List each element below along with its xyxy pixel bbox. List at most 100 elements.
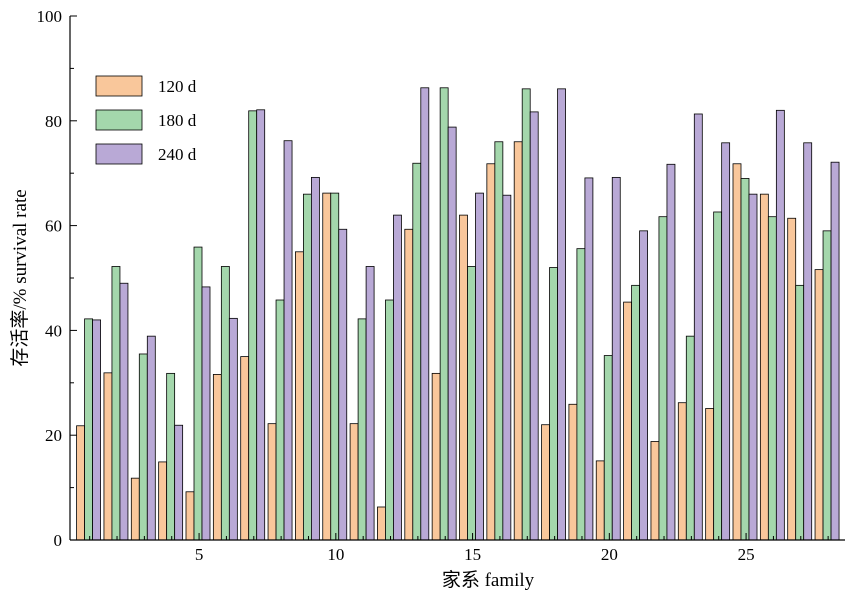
bar-240d-family-18: [557, 88, 566, 541]
bar-180d-family-11: [357, 318, 367, 541]
y-tick-label-60: 60: [45, 217, 62, 236]
y-tick-label-0: 0: [54, 531, 63, 550]
bar-180d-family-13: [412, 162, 422, 541]
bar-240d-family-15: [475, 192, 484, 541]
legend-swatch-120d: [95, 75, 143, 97]
x-axis-title: 家系 family: [442, 569, 535, 591]
bar-120d-family-14: [431, 372, 441, 541]
bar-120d-family-1: [76, 425, 85, 541]
bar-120d-family-28: [814, 269, 824, 541]
bar-120d-family-20: [595, 460, 605, 541]
bar-120d-family-26: [759, 193, 769, 541]
bar-240d-family-26: [775, 109, 785, 541]
x-tick-label-20: 20: [601, 545, 618, 564]
bar-180d-family-21: [631, 284, 640, 541]
y-tick-label-40: 40: [45, 321, 62, 340]
bar-120d-family-9: [294, 251, 304, 541]
bar-120d-family-10: [322, 192, 332, 541]
bar-180d-family-20: [603, 355, 613, 541]
bars-group: [76, 87, 840, 541]
bar-120d-family-19: [568, 403, 578, 541]
bar-180d-family-15: [467, 266, 476, 541]
bar-240d-family-27: [803, 142, 813, 541]
bar-180d-family-25: [740, 178, 750, 541]
bar-180d-family-28: [822, 230, 832, 541]
bar-240d-family-8: [283, 140, 293, 541]
bar-180d-family-18: [549, 267, 558, 541]
bar-240d-family-2: [119, 282, 129, 541]
bar-240d-family-28: [830, 161, 840, 541]
y-tick-label-100: 100: [37, 7, 63, 26]
bar-180d-family-4: [166, 372, 176, 541]
bar-120d-family-25: [732, 163, 742, 541]
bar-240d-family-22: [666, 163, 676, 541]
x-tick-label-15: 15: [464, 545, 481, 564]
bar-120d-family-23: [677, 402, 687, 541]
legend-label-240d: 240 d: [158, 145, 197, 164]
bar-180d-family-23: [685, 335, 695, 541]
bar-180d-family-27: [795, 284, 805, 541]
bar-120d-family-15: [459, 214, 468, 541]
x-tick-label-5: 5: [195, 545, 204, 564]
bar-120d-family-4: [158, 461, 168, 541]
bar-120d-family-27: [787, 217, 797, 541]
bar-120d-family-8: [267, 423, 277, 541]
bar-120d-family-16: [486, 163, 496, 541]
x-tick-label-25: 25: [738, 545, 755, 564]
bar-180d-family-14: [439, 87, 449, 541]
bar-120d-family-18: [541, 424, 550, 541]
bar-180d-family-19: [576, 248, 586, 541]
y-axis-title: 存活率/% survival rate: [9, 189, 31, 366]
bar-180d-family-24: [713, 211, 723, 541]
axes-group: 0 20 40 60 80 100 5 10 15 20 25: [37, 7, 845, 564]
bar-240d-family-9: [310, 176, 320, 541]
bar-240d-family-13: [420, 87, 430, 541]
bar-180d-family-6: [220, 266, 230, 541]
bar-180d-family-2: [111, 266, 121, 541]
bar-120d-family-13: [404, 228, 414, 541]
bar-120d-family-7: [240, 356, 250, 541]
bar-180d-family-1: [84, 318, 93, 541]
bar-240d-family-19: [584, 177, 594, 541]
bar-240d-family-24: [721, 142, 731, 541]
bar-240d-family-3: [146, 335, 156, 541]
bar-120d-family-22: [650, 441, 660, 541]
x-tick-label-10: 10: [327, 545, 344, 564]
bar-120d-family-12: [377, 506, 386, 541]
y-tick-label-80: 80: [45, 112, 62, 131]
bar-120d-family-5: [185, 491, 195, 541]
bar-240d-family-11: [365, 266, 375, 541]
bar-180d-family-7: [248, 110, 258, 541]
legend: 120 d 180 d 240 d: [95, 75, 197, 165]
bar-180d-family-8: [275, 299, 285, 541]
legend-swatch-240d: [95, 143, 143, 165]
bar-240d-family-21: [639, 230, 648, 541]
bar-240d-family-5: [201, 286, 211, 541]
bar-180d-family-22: [658, 216, 668, 541]
bar-120d-family-3: [130, 477, 140, 541]
bar-240d-family-23: [693, 113, 703, 541]
bar-120d-family-24: [705, 408, 715, 541]
legend-label-120d: 120 d: [158, 77, 197, 96]
bar-240d-family-17: [529, 111, 539, 541]
bar-120d-family-11: [349, 423, 359, 541]
bar-120d-family-2: [103, 372, 113, 541]
bar-120d-family-6: [212, 374, 222, 541]
bar-180d-family-26: [767, 216, 777, 541]
bar-180d-family-3: [138, 353, 148, 541]
bar-240d-family-1: [92, 319, 101, 541]
bar-180d-family-9: [302, 193, 312, 541]
bar-240d-family-12: [393, 214, 402, 541]
bar-240d-family-7: [256, 109, 266, 541]
bar-240d-family-10: [338, 228, 348, 541]
bar-240d-family-25: [748, 193, 758, 541]
bar-180d-family-17: [521, 88, 531, 541]
bar-180d-family-10: [330, 192, 340, 541]
legend-swatch-180d: [95, 109, 143, 131]
y-tick-label-20: 20: [45, 426, 62, 445]
bar-180d-family-5: [193, 246, 203, 541]
bar-240d-family-16: [502, 194, 512, 541]
legend-label-180d: 180 d: [158, 111, 197, 130]
bar-240d-family-6: [228, 317, 238, 541]
